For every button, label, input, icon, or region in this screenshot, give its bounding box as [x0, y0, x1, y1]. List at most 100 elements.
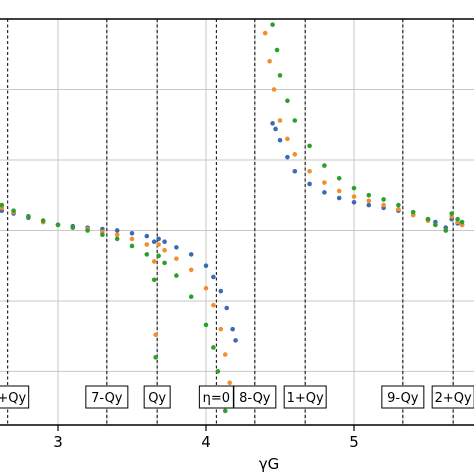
- series-0-point-15: [188, 252, 194, 257]
- series-2-point-4: [55, 222, 61, 228]
- series-0-point-21: [233, 338, 238, 343]
- series-2-point-14: [162, 260, 167, 266]
- resonance-label-6: 9-Qy: [381, 385, 425, 409]
- series-2-point-15: [174, 273, 179, 278]
- series-0-point-31: [366, 202, 372, 208]
- x-tick-label-1: 4: [201, 433, 211, 451]
- series-1-point-19: [218, 326, 224, 332]
- series-0-point-8: [114, 228, 120, 233]
- series-2-point-28: [322, 163, 327, 168]
- series-2-point-37: [443, 228, 449, 233]
- series-0-point-25: [285, 154, 290, 160]
- series-2-point-19: [215, 369, 221, 374]
- series-2-point-21: [222, 408, 228, 414]
- series-1-point-15: [174, 256, 179, 261]
- series-2-point-22: [270, 22, 275, 27]
- resonance-label-box: [233, 385, 277, 409]
- series-2-point-31: [366, 192, 372, 198]
- series-2-point-0: [0, 202, 5, 208]
- resonance-label-box: [143, 385, 171, 409]
- series-0-point-9: [129, 230, 135, 236]
- series-1-point-14: [162, 247, 167, 253]
- series-2-point-6: [85, 228, 90, 233]
- series-2-point-2: [26, 214, 31, 219]
- series-0-point-23: [273, 126, 278, 132]
- series-2-point-10: [144, 252, 150, 257]
- series-2-point-18: [211, 345, 216, 350]
- series-1-point-16: [188, 267, 194, 273]
- series-2-point-27: [307, 143, 312, 149]
- series-2-point-8: [114, 236, 120, 242]
- resonance-label-text: 1+Qy: [287, 391, 324, 406]
- series-0-point-24: [277, 137, 283, 143]
- series-1-point-10: [144, 242, 150, 247]
- series-2-point-35: [425, 216, 431, 222]
- series-2-point-1: [11, 208, 16, 214]
- resonance-label-text: 7-Qy: [91, 391, 123, 406]
- series-1-point-23: [267, 58, 272, 64]
- resonance-label-2: Qy: [143, 385, 171, 409]
- series-2-point-23: [274, 47, 280, 53]
- series-0-point-27: [307, 181, 312, 187]
- resonance-label-box: [381, 385, 425, 409]
- series-2-point-12: [153, 355, 158, 360]
- series-0-point-12: [156, 236, 161, 242]
- series-0-point-28: [322, 190, 327, 195]
- series-0-point-29: [336, 195, 342, 201]
- series-1-point-21: [227, 380, 232, 386]
- resonance-label-3: η=0: [198, 385, 234, 409]
- series-2-point-3: [40, 218, 46, 223]
- data-points: [0, 22, 465, 414]
- series-1-point-13: [156, 242, 161, 247]
- series-1-point-9: [129, 236, 135, 242]
- series-1-point-31: [351, 194, 357, 199]
- series-1-point-12: [153, 332, 158, 338]
- x-axis-title: γG: [259, 455, 280, 473]
- x-tick-label-2: 5: [349, 433, 359, 451]
- series-2-point-13: [156, 253, 161, 259]
- series-2-point-32: [381, 197, 386, 202]
- series-2-point-30: [351, 185, 357, 191]
- series-1-point-11: [151, 259, 157, 264]
- series-1-point-25: [277, 118, 283, 123]
- series-2-point-29: [336, 175, 342, 181]
- series-2-point-25: [285, 98, 290, 104]
- resonance-label-box: [431, 385, 474, 409]
- series-1-point-29: [322, 180, 327, 185]
- resonance-label-text: η=0: [203, 391, 230, 406]
- series-1-point-20: [222, 352, 228, 357]
- resonance-label-text: 2+Qy: [435, 391, 472, 406]
- series-2-point-39: [455, 216, 460, 222]
- x-tick-label-0: 3: [53, 433, 63, 451]
- series-2-point-11: [151, 277, 157, 283]
- series-1-point-24: [271, 87, 277, 92]
- series-1-point-28: [307, 168, 312, 174]
- series-1-point-26: [285, 136, 290, 142]
- resonance-labels: 6+Qy 7-Qy Qy η=0 8-Qy 1+Qy 9-Qy 2+Qy: [0, 385, 474, 409]
- series-2-point-34: [410, 209, 416, 215]
- series-2-point-5: [70, 225, 76, 230]
- series-2-point-33: [396, 202, 401, 208]
- series-1-point-8: [114, 232, 120, 237]
- series-2-point-24: [277, 73, 283, 78]
- resonance-label-0: 6+Qy: [0, 385, 30, 409]
- resonance-label-text: 8-Qy: [239, 391, 271, 406]
- series-1-point-27: [292, 152, 298, 157]
- series-2-point-9: [129, 243, 135, 249]
- series-0-point-18: [218, 288, 224, 294]
- series-1-point-17: [203, 285, 209, 291]
- resonance-label-5: 1+Qy: [283, 385, 327, 409]
- series-2-point-16: [188, 294, 194, 300]
- series-0-point-26: [292, 168, 298, 174]
- series-0-point-14: [174, 245, 179, 250]
- series-0-point-17: [211, 274, 216, 280]
- series-2-point-40: [459, 219, 465, 225]
- resonance-label-4: 8-Qy: [233, 385, 277, 409]
- series-0-point-19: [224, 305, 230, 311]
- series-1-point-34: [396, 207, 401, 212]
- series-1-point-32: [366, 198, 372, 204]
- resonance-label-7: 2+Qy: [431, 385, 474, 409]
- series-1-point-18: [211, 302, 216, 308]
- series-2-point-36: [433, 222, 438, 228]
